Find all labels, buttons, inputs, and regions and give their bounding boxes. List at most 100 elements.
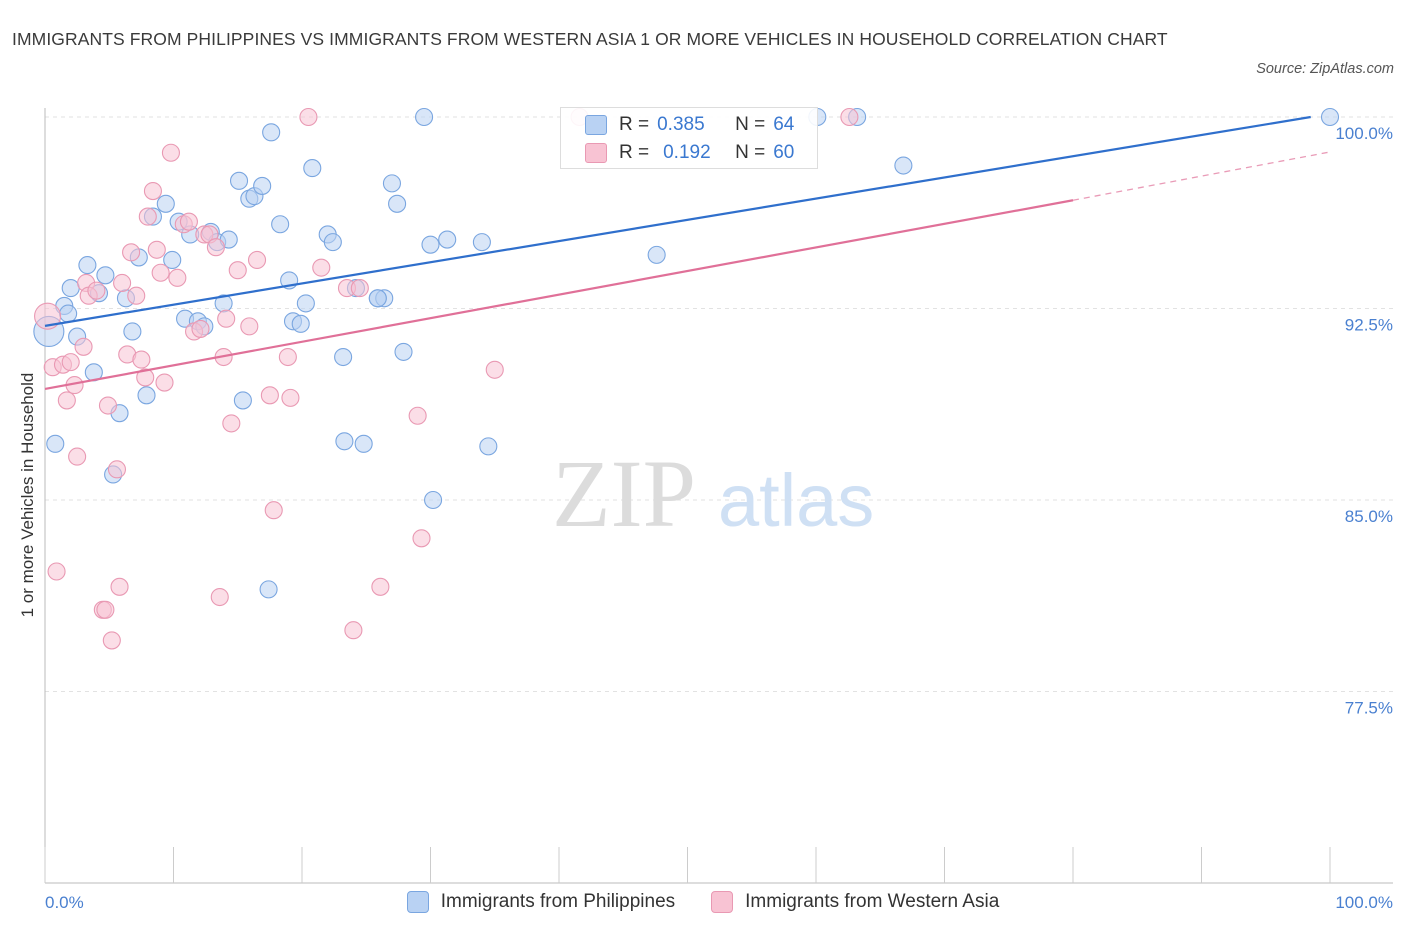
point-philippines <box>137 386 156 405</box>
grid-lines <box>45 116 1393 692</box>
point-philippines <box>388 194 407 213</box>
point-philippines <box>271 215 290 234</box>
trend-line-western-asia <box>44 199 1074 391</box>
y-tick-label: 92.5% <box>1345 316 1393 335</box>
watermark-zip: ZIP <box>552 440 696 547</box>
point-western-asia <box>57 391 76 410</box>
r-value: 0.385 <box>657 114 705 135</box>
point-western-asia <box>299 107 318 127</box>
watermark: ZIP atlas <box>552 440 874 547</box>
point-western-asia <box>102 631 121 650</box>
legend-swatch-blue <box>406 891 429 913</box>
point-western-asia <box>408 406 427 425</box>
trend-line-philippines <box>44 115 1311 327</box>
point-western-asia <box>350 279 369 298</box>
point-western-asia <box>34 302 62 330</box>
point-philippines <box>96 266 115 285</box>
point-philippines <box>335 432 354 451</box>
point-philippines <box>291 314 310 333</box>
point-western-asia <box>155 373 174 392</box>
point-philippines <box>421 235 440 254</box>
point-philippines <box>323 233 342 252</box>
point-western-asia <box>110 577 129 596</box>
point-philippines <box>262 123 281 142</box>
point-philippines <box>303 159 322 178</box>
stats-legend: R = 0.385 N = 64 R = 0.192 N = 60 <box>560 107 818 169</box>
n-value: 60 <box>773 142 795 163</box>
y-tick-label: 100.0% <box>1335 124 1393 143</box>
point-western-asia <box>240 317 259 336</box>
r-label: R = <box>619 114 650 135</box>
point-western-asia <box>47 562 66 581</box>
point-western-asia <box>412 529 431 548</box>
point-western-asia <box>371 577 390 596</box>
source-label: Source: ZipAtlas.com <box>1256 61 1394 77</box>
point-philippines <box>354 434 373 453</box>
legend-swatch-pink <box>585 143 607 163</box>
point-western-asia <box>68 447 87 466</box>
point-western-asia <box>122 243 141 262</box>
point-western-asia <box>151 263 170 282</box>
point-philippines <box>415 107 434 127</box>
y-tick-label: 85.0% <box>1345 507 1393 526</box>
point-philippines <box>382 174 402 193</box>
point-western-asia <box>247 250 267 270</box>
point-western-asia <box>312 258 331 277</box>
point-western-asia <box>228 261 247 280</box>
point-western-asia <box>74 337 93 356</box>
point-philippines <box>46 434 65 453</box>
point-philippines <box>479 437 498 456</box>
point-western-asia <box>143 181 162 201</box>
x-tick-label-min: 0.0% <box>45 893 84 912</box>
r-value: 0.192 <box>663 142 711 163</box>
point-philippines <box>894 156 913 175</box>
legend-label: Immigrants from Western Asia <box>745 891 1000 912</box>
n-label: N = <box>735 142 766 163</box>
point-philippines <box>438 230 457 249</box>
point-philippines <box>233 391 252 410</box>
point-philippines <box>156 194 175 213</box>
point-western-asia <box>132 350 151 369</box>
legend-item-philippines: Immigrants from Philippines <box>406 891 676 913</box>
legend-swatch-pink <box>711 891 734 913</box>
point-western-asia <box>344 621 363 640</box>
point-philippines <box>61 279 80 298</box>
point-western-asia <box>840 107 859 127</box>
point-western-asia <box>210 587 229 607</box>
r-label: R = <box>619 142 650 163</box>
point-philippines <box>296 294 315 313</box>
n-value: 64 <box>773 114 795 135</box>
point-western-asia <box>264 501 283 520</box>
point-western-asia <box>222 414 241 433</box>
stats-row-western-asia: R = 0.192 N = 60 <box>585 141 794 165</box>
point-philippines <box>253 176 272 195</box>
point-philippines <box>647 245 666 264</box>
point-western-asia <box>107 460 127 479</box>
legend-label: Immigrants from Philippines <box>440 891 676 912</box>
y-tick-label: 77.5% <box>1345 699 1393 718</box>
point-western-asia <box>138 207 157 226</box>
point-philippines <box>472 233 491 252</box>
trend-lines <box>44 115 1331 391</box>
n-label: N = <box>735 114 766 135</box>
point-western-asia <box>87 281 106 300</box>
point-western-asia <box>191 319 210 338</box>
point-philippines <box>424 490 443 510</box>
point-philippines <box>1320 107 1340 127</box>
point-western-asia <box>61 353 80 372</box>
point-western-asia <box>179 212 198 231</box>
stats-row-philippines: R = 0.385 N = 64 <box>585 113 794 137</box>
chart-title: IMMIGRANTS FROM PHILIPPINES VS IMMIGRANT… <box>12 29 1168 49</box>
watermark-atlas: atlas <box>718 459 874 542</box>
point-western-asia <box>161 143 180 162</box>
x-tick-label-max: 100.0% <box>1335 893 1393 912</box>
point-western-asia <box>98 396 118 415</box>
series-legend: Immigrants from Philippines Immigrants f… <box>0 887 1406 917</box>
point-western-asia <box>278 347 297 367</box>
point-philippines <box>334 347 353 367</box>
point-western-asia <box>281 388 300 407</box>
point-philippines <box>229 171 249 190</box>
point-western-asia <box>96 600 115 619</box>
point-western-asia <box>127 286 146 305</box>
